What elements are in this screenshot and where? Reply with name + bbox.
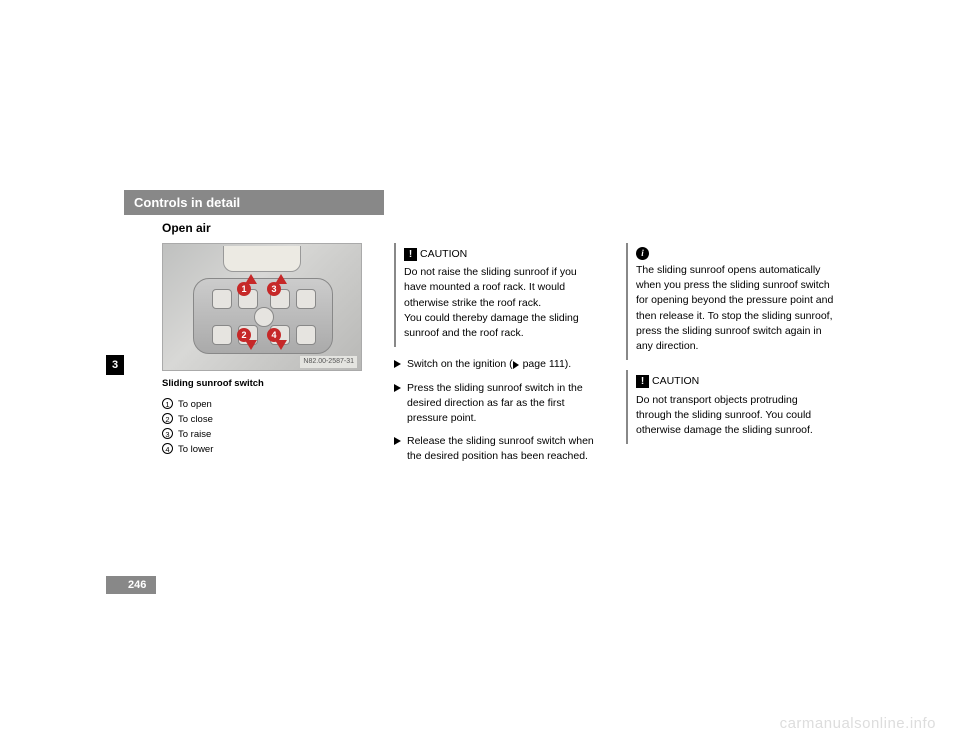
legend-row: 4 To lower — [162, 442, 376, 457]
caution-icon: ! — [404, 248, 417, 261]
caution-label: CAUTION — [420, 247, 467, 262]
step-item: Switch on the ignition ( page 111). — [394, 357, 608, 372]
panel-button — [254, 307, 274, 327]
content-columns: 1 3 2 4 N82.00-2587-31 Sliding sunroof s… — [124, 239, 844, 473]
callout-marker: 2 — [237, 328, 251, 342]
watermark: carmanualsonline.info — [780, 715, 936, 732]
step-text-part: Switch on the ignition ( — [407, 358, 513, 370]
legend-text: To raise — [178, 427, 211, 442]
info-heading: i — [636, 247, 834, 260]
legend-text: To close — [178, 412, 213, 427]
legend-num: 4 — [162, 443, 173, 454]
caution-heading: ! CAUTION — [636, 374, 834, 389]
caution-box: ! CAUTION Do not transport objects protr… — [626, 370, 840, 444]
callout-marker: 1 — [237, 282, 251, 296]
figure-legend: 1 To open 2 To close 3 To raise 4 To lower — [162, 397, 376, 458]
legend-row: 1 To open — [162, 397, 376, 412]
side-tab: 3 — [106, 190, 124, 590]
callout-marker: 3 — [267, 282, 281, 296]
arrow-down-icon — [275, 340, 287, 350]
legend-row: 3 To raise — [162, 427, 376, 442]
page-number: 246 — [106, 576, 156, 594]
procedure-steps: Switch on the ignition ( page 111). Pres… — [394, 357, 608, 464]
step-item: Release the sliding sunroof switch when … — [394, 434, 608, 464]
chapter-heading: Controls in detail — [124, 190, 384, 215]
caution-icon: ! — [636, 375, 649, 388]
manual-page: 3 Controls in detail Open air — [124, 190, 844, 590]
bullet-icon — [394, 360, 401, 368]
bullet-icon — [394, 437, 401, 445]
panel-button — [296, 289, 316, 309]
column-1: 1 3 2 4 N82.00-2587-31 Sliding sunroof s… — [162, 243, 376, 473]
panel-button — [212, 289, 232, 309]
caution-text: Do not raise the sliding sunroof if you … — [404, 265, 602, 341]
caution-text: Do not transport objects protruding thro… — [636, 393, 834, 439]
step-text-part: page 111). — [520, 358, 572, 370]
overhead-console-graphic — [223, 246, 301, 272]
panel-button — [212, 325, 232, 345]
column-3: i The sliding sunroof opens automati­cal… — [626, 243, 840, 473]
caution-box: ! CAUTION Do not raise the sliding sunro… — [394, 243, 608, 347]
switch-panel-graphic — [193, 278, 333, 354]
figure-code: N82.00-2587-31 — [300, 356, 357, 368]
step-text: Switch on the ignition ( page 111). — [407, 357, 571, 372]
info-text: The sliding sunroof opens automati­cally… — [636, 263, 834, 354]
legend-num: 1 — [162, 398, 173, 409]
step-text: Press the sliding sunroof switch in the … — [407, 381, 608, 427]
legend-text: To lower — [178, 442, 213, 457]
step-item: Press the sliding sunroof switch in the … — [394, 381, 608, 427]
info-box: i The sliding sunroof opens automati­cal… — [626, 243, 840, 360]
arrow-down-icon — [245, 340, 257, 350]
panel-button — [296, 325, 316, 345]
legend-num: 2 — [162, 413, 173, 424]
sunroof-switch-figure: 1 3 2 4 N82.00-2587-31 — [162, 243, 362, 371]
figure-caption: Sliding sunroof switch — [162, 377, 376, 391]
column-2: ! CAUTION Do not raise the sliding sunro… — [394, 243, 608, 473]
legend-text: To open — [178, 397, 212, 412]
bullet-icon — [394, 384, 401, 392]
caution-label: CAUTION — [652, 374, 699, 389]
legend-row: 2 To close — [162, 412, 376, 427]
caution-heading: ! CAUTION — [404, 247, 602, 262]
section-heading: Open air — [124, 215, 844, 239]
legend-num: 3 — [162, 428, 173, 439]
xref-icon — [513, 361, 519, 369]
chapter-index-marker: 3 — [106, 355, 124, 375]
callout-marker: 4 — [267, 328, 281, 342]
step-text: Release the sliding sunroof switch when … — [407, 434, 608, 464]
info-icon: i — [636, 247, 649, 260]
